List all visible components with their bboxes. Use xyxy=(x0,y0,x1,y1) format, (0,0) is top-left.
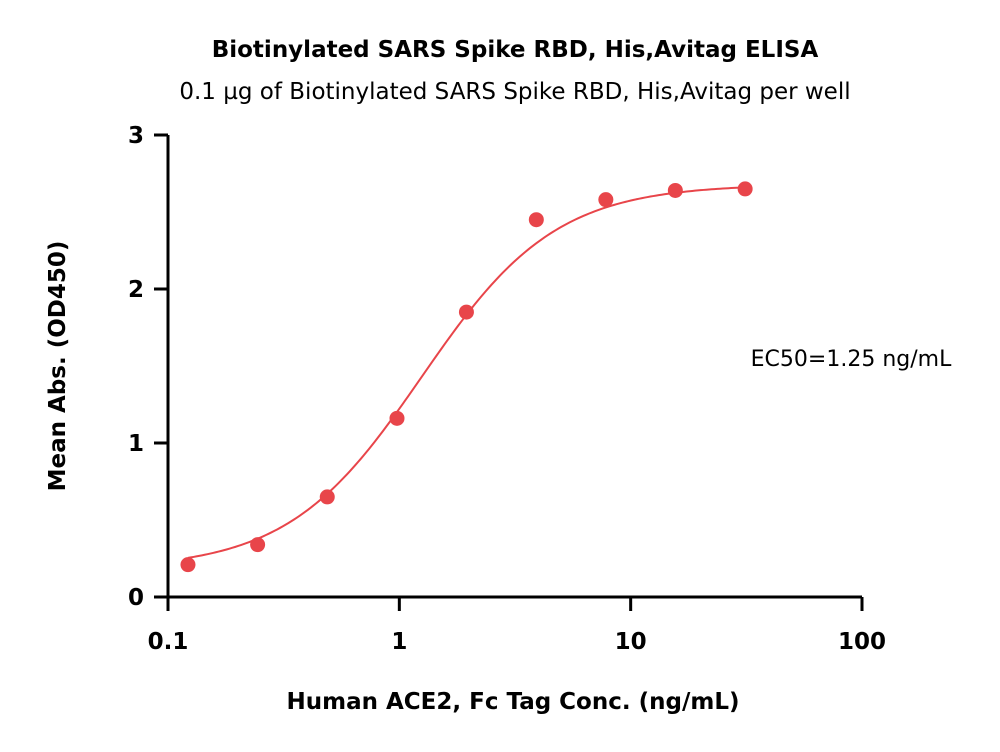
chart-subtitle: 0.1 µg of Biotinylated SARS Spike RBD, H… xyxy=(179,79,850,105)
data-point-8 xyxy=(737,181,753,197)
ec50-annotation: EC50=1.25 ng/mL xyxy=(751,347,952,372)
data-point-4 xyxy=(458,304,474,320)
fit-curve-layer xyxy=(187,186,746,559)
data-point-2 xyxy=(319,489,335,505)
plot-area: 0.1 1 10 100 0 1 2 3 xyxy=(128,123,886,655)
y-tick-label-2: 2 xyxy=(128,277,144,303)
y-axis-ticks: 0 1 2 3 xyxy=(128,123,168,611)
x-axis-ticks: 0.1 1 10 100 xyxy=(148,597,886,655)
y-tick-label-3: 3 xyxy=(128,123,144,149)
data-point-1 xyxy=(250,537,266,553)
chart-title: Biotinylated SARS Spike RBD, His,Avitag … xyxy=(212,37,819,63)
data-point-6 xyxy=(598,192,614,208)
y-tick-label-1: 1 xyxy=(128,431,144,457)
data-point-0 xyxy=(180,557,196,573)
data-point-7 xyxy=(667,182,683,198)
data-points-layer xyxy=(180,181,753,573)
x-tick-label-3: 100 xyxy=(838,629,886,655)
data-point-5 xyxy=(528,212,544,228)
fit-curve xyxy=(187,186,746,559)
data-point-3 xyxy=(389,410,405,426)
y-axis-label: Mean Abs. (OD450) xyxy=(45,241,71,492)
x-tick-label-1: 1 xyxy=(391,629,407,655)
x-axis-label: Human ACE2, Fc Tag Conc. (ng/mL) xyxy=(286,689,739,715)
x-tick-label-2: 10 xyxy=(615,629,647,655)
y-tick-label-0: 0 xyxy=(128,585,144,611)
x-tick-label-0: 0.1 xyxy=(148,629,189,655)
